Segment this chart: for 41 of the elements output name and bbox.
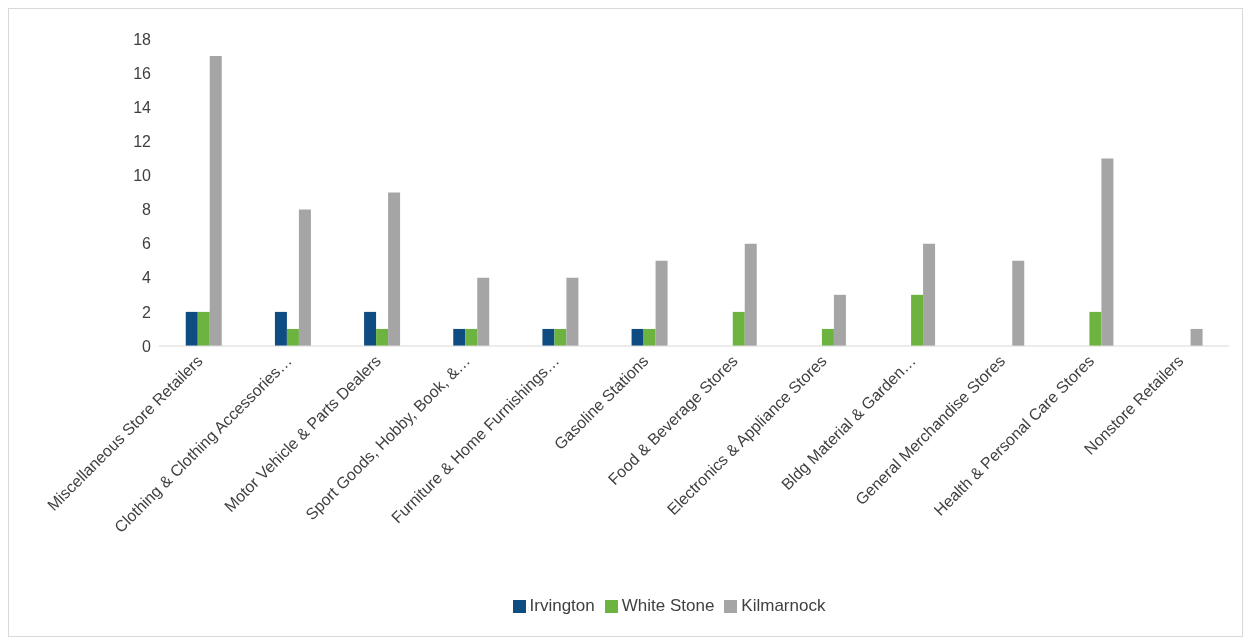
bar bbox=[643, 328, 656, 346]
y-tick-label: 2 bbox=[142, 303, 152, 321]
bar bbox=[911, 294, 924, 346]
bar bbox=[274, 311, 287, 346]
y-tick-label: 18 bbox=[133, 30, 152, 48]
bar bbox=[554, 328, 567, 346]
bar bbox=[1012, 260, 1025, 346]
bar bbox=[655, 260, 668, 346]
bar bbox=[465, 328, 478, 346]
bar bbox=[923, 243, 936, 346]
bar bbox=[197, 311, 210, 346]
bar bbox=[286, 328, 299, 346]
bar bbox=[566, 277, 579, 346]
legend-label: Irvington bbox=[529, 596, 595, 615]
bar bbox=[364, 311, 377, 346]
bar bbox=[631, 328, 644, 346]
y-tick-label: 4 bbox=[142, 269, 152, 287]
y-tick-label: 0 bbox=[142, 337, 152, 355]
bar bbox=[821, 328, 834, 346]
bar bbox=[1101, 158, 1114, 346]
bar bbox=[209, 56, 222, 346]
bar bbox=[1089, 311, 1102, 346]
y-tick-label: 16 bbox=[133, 64, 152, 82]
bar bbox=[477, 277, 490, 346]
y-tick-label: 8 bbox=[142, 201, 152, 219]
bar bbox=[376, 328, 389, 346]
bar bbox=[542, 328, 555, 346]
bar bbox=[453, 328, 466, 346]
bar bbox=[833, 294, 846, 346]
bar bbox=[744, 243, 757, 346]
bar bbox=[388, 192, 401, 346]
legend-label: White Stone bbox=[621, 596, 715, 615]
bar bbox=[298, 209, 311, 346]
bar bbox=[185, 311, 198, 346]
y-tick-label: 12 bbox=[133, 133, 152, 151]
y-tick-label: 6 bbox=[142, 235, 152, 253]
y-tick-label: 10 bbox=[133, 167, 152, 185]
bar bbox=[732, 311, 745, 346]
bar bbox=[1190, 328, 1203, 346]
y-tick-label: 14 bbox=[133, 98, 152, 116]
legend-label: Kilmarnock bbox=[741, 596, 826, 615]
